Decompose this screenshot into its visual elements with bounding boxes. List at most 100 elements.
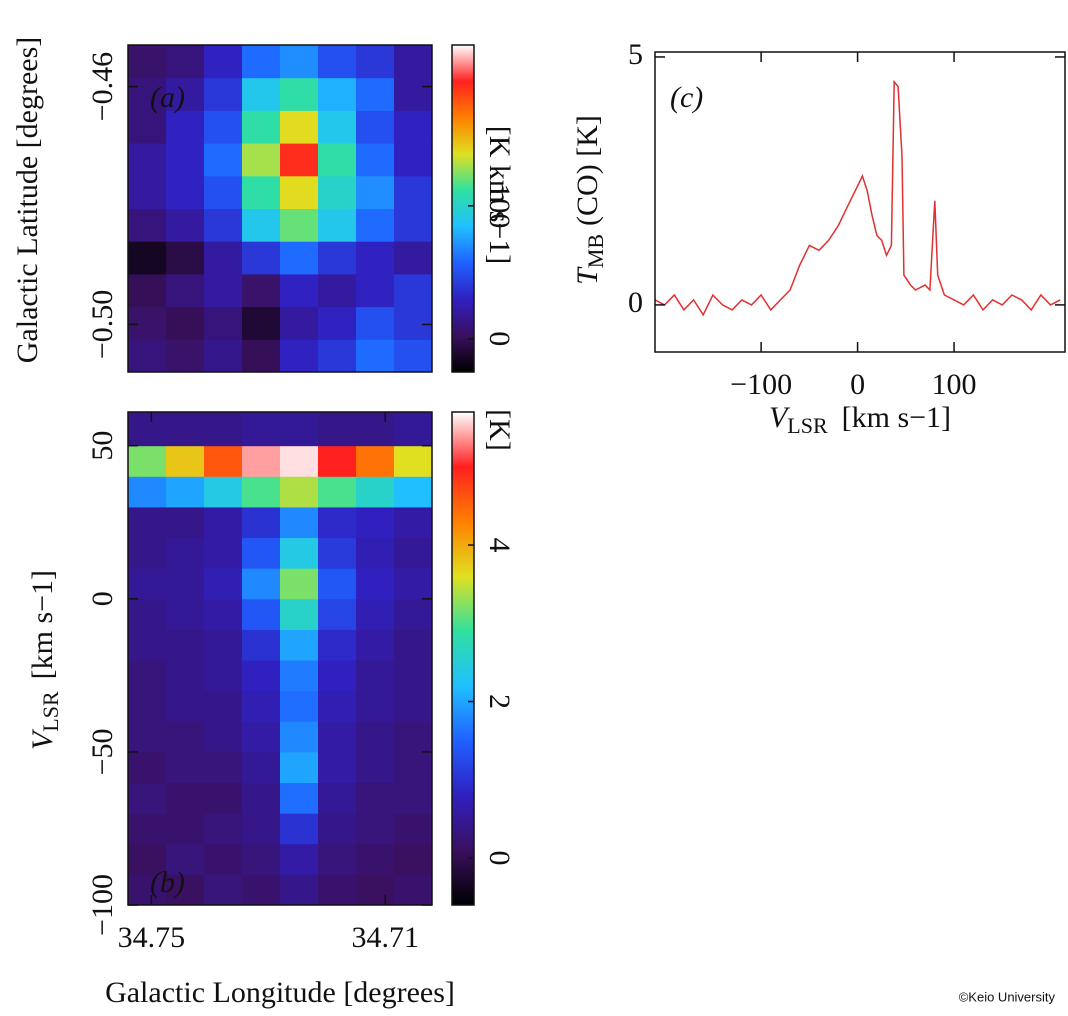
y-axis-label: VLSR [km s−1] [26, 570, 63, 750]
heatmap-cell [394, 721, 433, 753]
heatmap-cell [394, 506, 433, 539]
y-tick-label: −0.50 [86, 290, 119, 359]
heatmap-cell [318, 306, 357, 340]
heatmap-cell [318, 476, 357, 508]
label-var: V [769, 401, 791, 434]
label-sub: LSR [38, 691, 63, 732]
heatmap-cell [394, 843, 433, 875]
y-tick-label: −50 [86, 728, 119, 775]
heatmap-cell [242, 45, 281, 79]
heatmap-cell [318, 506, 357, 539]
heatmap-cell [356, 241, 395, 275]
heatmap-cell [394, 813, 433, 845]
spectrum-line [655, 79, 1061, 317]
heatmap-cell [318, 445, 357, 477]
heatmap-cell [128, 751, 167, 784]
heatmap-cell [394, 782, 433, 814]
heatmap-cell [166, 273, 205, 308]
heatmap-cell [280, 874, 319, 906]
heatmap-cell [394, 874, 433, 906]
heatmap-cell [394, 143, 433, 177]
heatmap-cell [356, 598, 395, 630]
x-axis-label: VLSR [km s−1] [769, 401, 951, 438]
heatmap-cell [242, 598, 281, 630]
heatmap-cell [394, 690, 433, 722]
heatmap-cell [356, 476, 395, 508]
heatmap-cell [166, 690, 205, 722]
heatmap-cell [166, 813, 205, 845]
colorbar-tick-label: 4 [483, 538, 516, 553]
heatmap-cell [204, 690, 243, 722]
y-tick-label: −0.46 [86, 52, 119, 121]
heatmap-cell [318, 175, 357, 209]
heatmap-cell [356, 721, 395, 753]
heatmap-cell [204, 629, 243, 661]
heatmap-cell [318, 813, 357, 845]
heatmap-cell [356, 843, 395, 875]
heatmap-cell [242, 412, 281, 447]
heatmap-cell [280, 445, 319, 477]
heatmap-cell [394, 598, 433, 630]
heatmap-cell [204, 241, 243, 275]
heatmap-cell [356, 143, 395, 177]
heatmap-cell [128, 45, 167, 79]
panel-label: (a) [150, 81, 185, 114]
heatmap-cell [128, 412, 167, 447]
colorbar-tick-label: 0 [483, 331, 516, 346]
heatmap-cell [166, 412, 205, 447]
heatmap-cell [128, 598, 167, 630]
heatmap-cell [242, 843, 281, 875]
label-var: V [26, 728, 59, 750]
heatmap-cell [394, 110, 433, 144]
heatmap-cell [242, 208, 281, 242]
heatmap-cell [242, 660, 281, 692]
heatmap-cell [204, 476, 243, 508]
heatmap-cell [128, 175, 167, 209]
heatmap-cell [128, 629, 167, 661]
heatmap-cell [204, 782, 243, 814]
heatmap-cell [318, 241, 357, 275]
heatmap-cell [394, 476, 433, 508]
heatmap-cell [166, 660, 205, 692]
heatmap-cell [242, 568, 281, 600]
label-unit: [km s−1] [26, 570, 59, 679]
heatmap-cell [280, 143, 319, 177]
heatmap-cell [280, 241, 319, 275]
heatmap-cell [356, 412, 395, 447]
heatmap-cell [280, 476, 319, 508]
heatmap-cell [204, 412, 243, 447]
heatmap-cell [280, 782, 319, 814]
heatmap-cell [204, 339, 243, 373]
heatmap-cell [280, 77, 319, 111]
heatmap-cell [242, 476, 281, 508]
heatmap-cell [242, 339, 281, 373]
heatmap-cell [356, 45, 395, 79]
heatmap-cell [204, 273, 243, 308]
heatmap-cell [356, 339, 395, 373]
label-sub: MB [583, 234, 608, 268]
heatmap-cell [166, 782, 205, 814]
heatmap-cell [204, 110, 243, 144]
colorbar-label: [K km s−1] [483, 126, 516, 265]
heatmap-cell [242, 445, 281, 477]
heatmap-cell [242, 537, 281, 569]
heatmap-cell [128, 476, 167, 508]
heatmap-cell [166, 445, 205, 477]
heatmap-cell [166, 629, 205, 661]
heatmap-cell [128, 506, 167, 539]
heatmap-cell [394, 208, 433, 242]
heatmap-cell [204, 598, 243, 630]
heatmap-cell [280, 208, 319, 242]
heatmap-cell [318, 143, 357, 177]
label-var: T [571, 266, 604, 285]
heatmap-cell [128, 813, 167, 845]
heatmap-cell [318, 660, 357, 692]
colorbar-tick-label: 2 [483, 694, 516, 709]
y-tick-label: 50 [86, 431, 119, 461]
heatmap-cell [204, 813, 243, 845]
heatmap-cell [242, 690, 281, 722]
heatmap-cell [242, 306, 281, 340]
heatmap-cell [242, 629, 281, 661]
heatmap-cell [318, 77, 357, 111]
heatmap-cell [204, 874, 243, 906]
